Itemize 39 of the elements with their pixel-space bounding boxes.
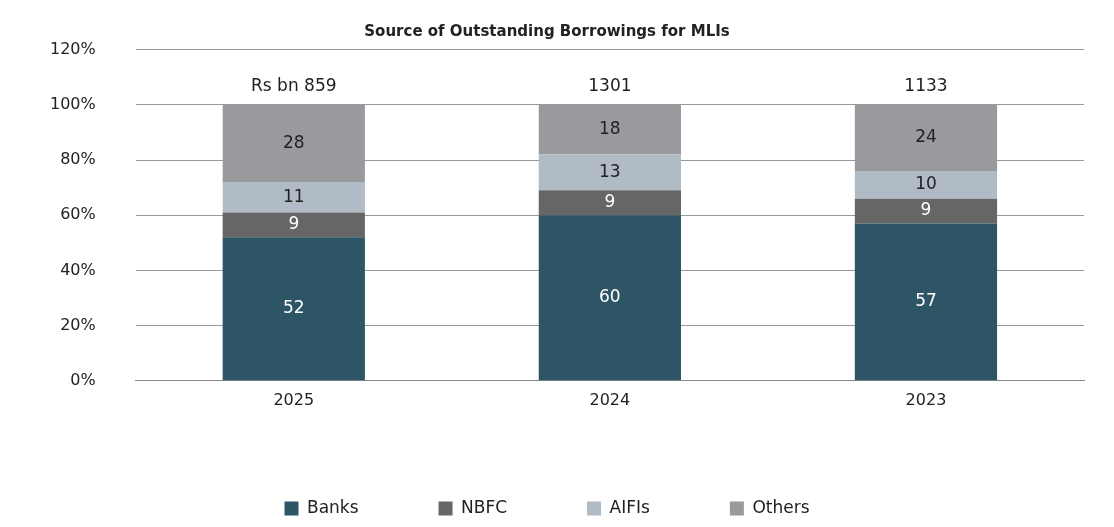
y-tick-label: 120%: [49, 38, 96, 58]
y-tick-label: 100%: [49, 93, 96, 113]
data-label: 9: [920, 199, 932, 220]
y-tick-label: 20%: [60, 314, 96, 334]
data-label: 28: [282, 131, 305, 152]
data-label: 9: [604, 191, 616, 212]
bar: [854, 198, 998, 224]
data-label: 9: [288, 213, 300, 234]
y-tick-label: 0%: [70, 369, 96, 389]
bar: [222, 212, 365, 238]
data-label: 57: [915, 290, 937, 311]
data-label: 52: [282, 297, 305, 318]
data-label: 11: [282, 185, 305, 206]
data-label: 24: [915, 126, 937, 147]
annotation: Rs bn 859: [251, 74, 337, 95]
data-label: 13: [599, 160, 621, 181]
bar: [538, 215, 681, 381]
y-tick-label: 40%: [60, 259, 96, 279]
y-tick-label: 80%: [60, 149, 96, 169]
bar: [538, 190, 681, 216]
legend-label: Others: [752, 496, 810, 517]
x-tick-label: 2024: [589, 389, 631, 409]
annotation: 1301: [588, 74, 632, 95]
data-label: 60: [599, 286, 621, 307]
bar: [222, 237, 365, 381]
chart-title: Source of Outstanding Borrowings for MLIs: [364, 22, 730, 41]
bar: [854, 171, 998, 199]
legend-label: NBFC: [461, 496, 508, 517]
bar: [854, 223, 998, 381]
legend-label: Banks: [307, 496, 359, 517]
data-label: 10: [915, 173, 937, 194]
legend-label: AIFIs: [609, 496, 651, 517]
y-tick-label: 60%: [60, 204, 96, 224]
bar: [538, 154, 681, 191]
annotation: 1133: [904, 74, 948, 95]
x-tick-label: 2025: [273, 389, 315, 409]
bar: [222, 182, 365, 213]
data-label: 18: [599, 118, 621, 139]
x-tick-label: 2023: [905, 389, 947, 409]
